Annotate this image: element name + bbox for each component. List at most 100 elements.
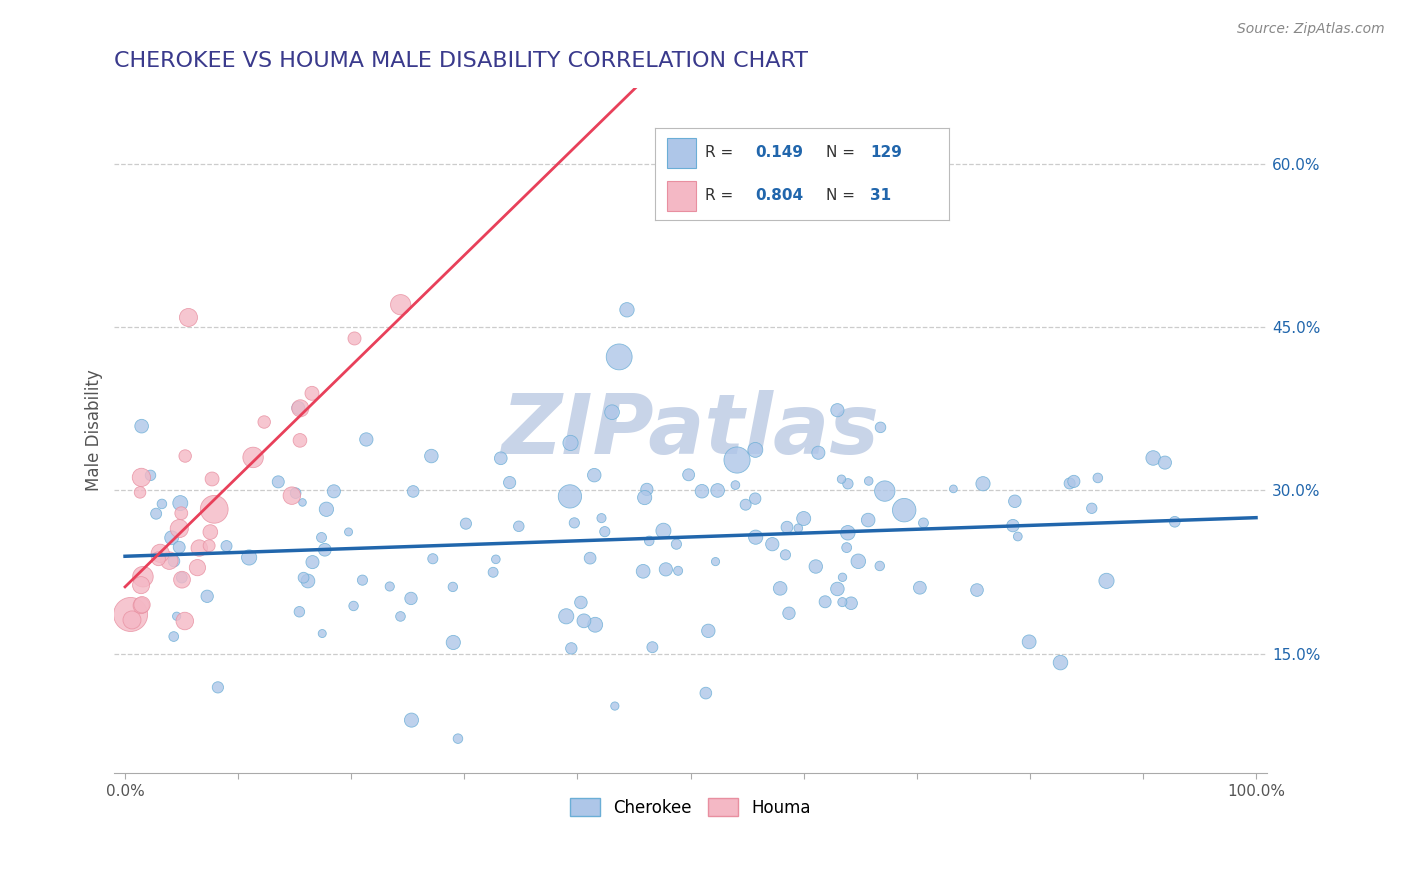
Point	[583, 617, 606, 632]
Point	[1081, 501, 1104, 516]
Point	[292, 571, 315, 585]
Point	[131, 419, 153, 434]
Point	[858, 474, 880, 488]
Text: CHEROKEE VS HOUMA MALE DISABILITY CORRELATION CHART: CHEROKEE VS HOUMA MALE DISABILITY CORREL…	[114, 51, 807, 70]
Text: ZIPatlas: ZIPatlas	[502, 390, 880, 471]
Point	[572, 614, 595, 628]
Text: 0.149: 0.149	[755, 145, 803, 161]
Point	[201, 472, 224, 486]
Point	[814, 595, 837, 609]
Point	[776, 520, 799, 534]
Point	[569, 595, 592, 609]
Point	[284, 486, 307, 500]
Point	[297, 574, 319, 588]
Point	[912, 516, 935, 530]
Point	[807, 446, 830, 460]
Point	[678, 467, 700, 482]
Point	[281, 489, 304, 503]
Text: R =: R =	[706, 145, 734, 161]
Point	[893, 503, 915, 517]
Point	[583, 468, 606, 483]
Point	[775, 548, 797, 562]
Legend: Cherokee, Houma: Cherokee, Houma	[564, 791, 818, 823]
Point	[966, 582, 988, 597]
Point	[633, 491, 655, 505]
Point	[242, 450, 264, 465]
Point	[207, 681, 229, 695]
Point	[267, 475, 290, 489]
Point	[170, 571, 193, 585]
Point	[169, 496, 191, 510]
Point	[169, 522, 191, 536]
Point	[186, 560, 208, 574]
Point	[167, 540, 190, 554]
Point	[389, 609, 412, 624]
Point	[787, 521, 810, 535]
Point	[287, 401, 309, 415]
Point	[301, 555, 323, 569]
Point	[253, 415, 276, 429]
Point	[560, 436, 582, 450]
Point	[607, 350, 630, 364]
Point	[489, 451, 512, 466]
Point	[1059, 476, 1081, 491]
Point	[174, 449, 197, 463]
Point	[447, 731, 470, 746]
Text: 0.804: 0.804	[755, 188, 803, 202]
Point	[856, 513, 879, 527]
Point	[322, 484, 344, 499]
Point	[148, 551, 170, 566]
Point	[697, 624, 720, 638]
Point	[652, 524, 675, 538]
Point	[188, 541, 211, 555]
Point	[291, 495, 314, 509]
Point	[378, 579, 401, 593]
Point	[555, 609, 578, 624]
Point	[163, 554, 186, 568]
Point	[131, 470, 153, 484]
Point	[301, 386, 323, 401]
Y-axis label: Male Disability: Male Disability	[86, 369, 103, 491]
Point	[831, 472, 853, 486]
Point	[835, 541, 858, 555]
Point	[311, 626, 333, 640]
Point	[215, 539, 238, 553]
Point	[873, 484, 896, 499]
Point	[1087, 471, 1109, 485]
Point	[1049, 656, 1071, 670]
Point	[356, 433, 378, 447]
Point	[401, 713, 423, 727]
Point	[145, 507, 167, 521]
Text: N =: N =	[825, 188, 855, 202]
Point	[837, 476, 859, 491]
Point	[129, 599, 152, 613]
Point	[150, 497, 173, 511]
Point	[839, 596, 862, 610]
Point	[343, 331, 366, 345]
Point	[173, 614, 195, 628]
Point	[288, 434, 311, 448]
Text: 129: 129	[870, 145, 901, 161]
Point	[485, 552, 508, 566]
Point	[636, 483, 658, 497]
Point	[200, 524, 222, 539]
Point	[132, 570, 155, 584]
Point	[288, 605, 311, 619]
Point	[591, 511, 613, 525]
Text: Source: ZipAtlas.com: Source: ZipAtlas.com	[1237, 22, 1385, 37]
Point	[706, 483, 728, 498]
Point	[402, 484, 425, 499]
Point	[129, 578, 152, 592]
Point	[121, 613, 143, 627]
Point	[579, 551, 602, 566]
Point	[1018, 635, 1040, 649]
Point	[869, 558, 891, 573]
Point	[869, 420, 891, 434]
Point	[666, 564, 689, 578]
Point	[690, 484, 713, 499]
Point	[641, 640, 664, 655]
Point	[1154, 456, 1177, 470]
Text: R =: R =	[706, 188, 734, 202]
Point	[315, 502, 337, 516]
Point	[600, 405, 623, 419]
